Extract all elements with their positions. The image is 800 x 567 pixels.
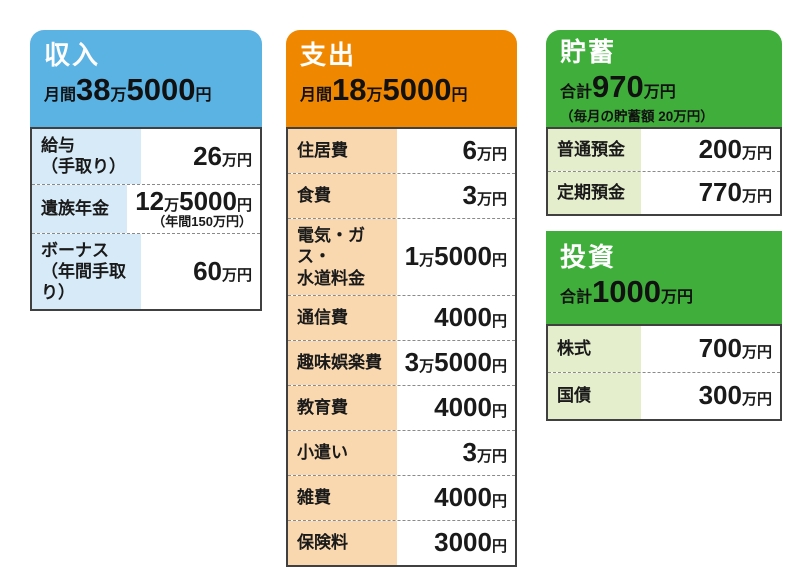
savings-investments-column: 貯蓄 合計970万円 （毎月の貯蓄額 20万円） 普通預金 200万円 定期預金… bbox=[546, 30, 782, 421]
table-row: 電気・ガス・ 水道料金 1万5000円 bbox=[288, 218, 515, 295]
row-amount-note: （年間150万円） bbox=[152, 213, 252, 229]
row-amount: 3万円 bbox=[462, 437, 507, 468]
expenses-header: 支出 月間18万5000円 bbox=[286, 30, 517, 127]
row-label: 普通預金 bbox=[548, 129, 641, 171]
row-value: 26万円 bbox=[141, 129, 260, 184]
table-row: 定期預金 770万円 bbox=[548, 171, 780, 214]
row-label: 国債 bbox=[548, 373, 641, 419]
row-amount: 60万円 bbox=[193, 255, 252, 286]
savings-monthly-note: （毎月の貯蓄額 20万円） bbox=[560, 108, 714, 124]
savings-table: 普通預金 200万円 定期預金 770万円 bbox=[546, 127, 782, 216]
income-title: 収入 bbox=[44, 40, 101, 70]
table-row: 食費 3万円 bbox=[288, 173, 515, 218]
row-value: 3000円 bbox=[397, 521, 515, 565]
row-amount: 3万5000円 bbox=[404, 347, 507, 378]
row-value: 770万円 bbox=[641, 172, 780, 214]
row-value: 300万円 bbox=[641, 373, 780, 419]
investments-table: 株式 700万円 国債 300万円 bbox=[546, 324, 782, 421]
table-row: 通信費 4000円 bbox=[288, 294, 515, 340]
income-header: 収入 月間38万5000円 bbox=[30, 30, 262, 127]
row-label: 趣味娯楽費 bbox=[288, 340, 397, 385]
row-value: 12万5000円 （年間150万円） bbox=[127, 185, 260, 233]
table-row: 雑費 4000円 bbox=[288, 474, 515, 520]
savings-header: 貯蓄 合計970万円 （毎月の貯蓄額 20万円） bbox=[546, 30, 782, 127]
table-row: 住居費 6万円 bbox=[288, 129, 515, 173]
income-table: 給与 （手取り） 26万円 遺族年金 12万5000円 （年間150万円） ボー… bbox=[30, 127, 262, 312]
row-label: 電気・ガス・ 水道料金 bbox=[288, 219, 397, 295]
expenses-section: 支出 月間18万5000円 住居費 6万円 食費 3万円 電気・ガス・ 水道料金… bbox=[286, 30, 517, 567]
row-label: ボーナス （年間手取り） bbox=[32, 233, 142, 310]
table-row: ボーナス （年間手取り） 60万円 bbox=[32, 232, 260, 310]
row-value: 200万円 bbox=[641, 129, 780, 171]
row-amount: 3000円 bbox=[434, 527, 507, 558]
row-label: 雑費 bbox=[288, 475, 397, 520]
row-label: 小遣い bbox=[288, 430, 397, 475]
row-label: 保険料 bbox=[288, 520, 397, 565]
row-label: 教育費 bbox=[288, 385, 397, 430]
row-value: 3万5000円 bbox=[397, 341, 515, 385]
row-amount: 700万円 bbox=[698, 333, 772, 364]
row-amount: 4000円 bbox=[434, 392, 507, 423]
investments-title: 投資 bbox=[560, 242, 617, 272]
row-label: 通信費 bbox=[288, 295, 397, 340]
row-amount: 4000円 bbox=[434, 482, 507, 513]
table-row: 遺族年金 12万5000円 （年間150万円） bbox=[32, 183, 260, 233]
row-value: 4000円 bbox=[397, 476, 515, 520]
row-amount: 200万円 bbox=[698, 134, 772, 165]
row-amount: 6万円 bbox=[462, 135, 507, 166]
income-section: 収入 月間38万5000円 給与 （手取り） 26万円 遺族年金 12万5000… bbox=[30, 30, 262, 312]
table-row: 株式 700万円 bbox=[548, 326, 780, 372]
row-value: 3万円 bbox=[397, 431, 515, 475]
expenses-title: 支出 bbox=[300, 40, 357, 70]
table-row: 保険料 3000円 bbox=[288, 519, 515, 565]
row-label: 食費 bbox=[288, 174, 397, 218]
row-amount: 26万円 bbox=[193, 140, 252, 171]
row-amount: 4000円 bbox=[434, 302, 507, 333]
row-label: 定期預金 bbox=[548, 172, 641, 214]
row-value: 4000円 bbox=[397, 296, 515, 340]
row-label: 遺族年金 bbox=[32, 184, 128, 233]
row-amount: 1万5000円 bbox=[404, 241, 507, 272]
investments-header: 投資 合計1000万円 bbox=[546, 231, 782, 324]
row-amount: 300万円 bbox=[698, 380, 772, 411]
row-amount: 12万5000円 bbox=[135, 185, 252, 216]
row-value: 1万5000円 bbox=[397, 219, 515, 295]
expenses-table: 住居費 6万円 食費 3万円 電気・ガス・ 水道料金 1万5000円 通信費 bbox=[286, 127, 517, 567]
table-row: 小遣い 3万円 bbox=[288, 429, 515, 475]
savings-total: 合計970万円 bbox=[560, 68, 676, 104]
table-row: 給与 （手取り） 26万円 bbox=[32, 129, 260, 184]
table-row: 普通預金 200万円 bbox=[548, 129, 780, 171]
investments-total: 合計1000万円 bbox=[560, 273, 693, 309]
row-amount: 770万円 bbox=[698, 177, 772, 208]
row-label: 住居費 bbox=[288, 129, 397, 173]
row-amount: 3万円 bbox=[462, 180, 507, 211]
row-value: 4000円 bbox=[397, 386, 515, 430]
row-label: 給与 （手取り） bbox=[32, 129, 142, 184]
row-label: 株式 bbox=[548, 326, 641, 372]
row-value: 60万円 bbox=[141, 234, 260, 310]
savings-title: 貯蓄 bbox=[560, 37, 617, 67]
row-value: 3万円 bbox=[397, 174, 515, 218]
row-value: 6万円 bbox=[397, 129, 515, 173]
row-value: 700万円 bbox=[641, 326, 780, 372]
table-row: 趣味娯楽費 3万5000円 bbox=[288, 339, 515, 385]
table-row: 教育費 4000円 bbox=[288, 384, 515, 430]
income-monthly-total: 月間38万5000円 bbox=[44, 71, 212, 107]
table-row: 国債 300万円 bbox=[548, 372, 780, 419]
expenses-monthly-total: 月間18万5000円 bbox=[300, 71, 468, 107]
